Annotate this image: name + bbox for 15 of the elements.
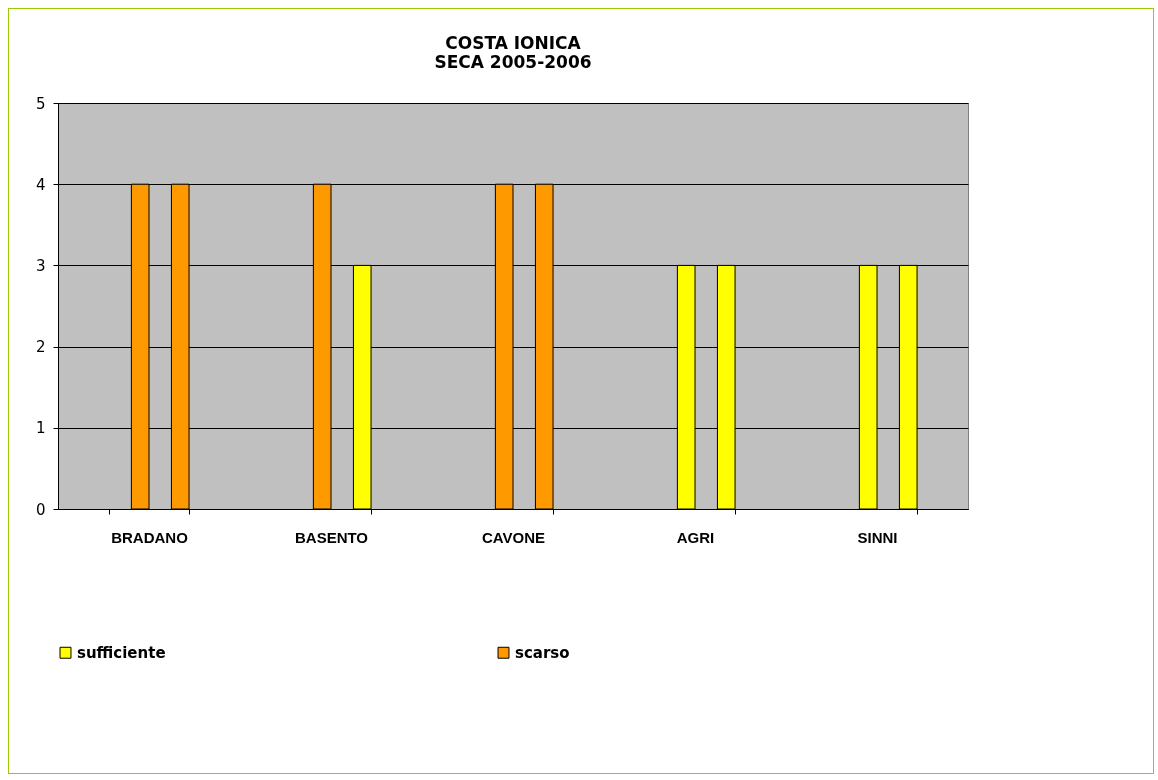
legend-label: scarso xyxy=(515,643,570,662)
text: SECA 2005-2006 xyxy=(434,52,592,72)
x-tick-label: AGRI xyxy=(676,528,715,546)
x-tick-label: BRADANO xyxy=(111,528,189,546)
x-tick-label: CAVONE xyxy=(481,528,546,546)
x-tick-label: SINNI xyxy=(857,528,898,546)
x-tick-label: BASENTO xyxy=(294,528,369,546)
legend-label: sufficiente xyxy=(77,643,166,662)
y-tick-label: 0 xyxy=(35,500,46,519)
y-tick-label: 5 xyxy=(35,94,46,113)
y-tick-label: 1 xyxy=(35,419,46,438)
text: COSTA IONICA xyxy=(445,33,581,53)
y-tick-label: 4 xyxy=(35,175,46,194)
y-tick-label: 2 xyxy=(35,338,46,357)
y-tick-label: 3 xyxy=(35,256,46,275)
